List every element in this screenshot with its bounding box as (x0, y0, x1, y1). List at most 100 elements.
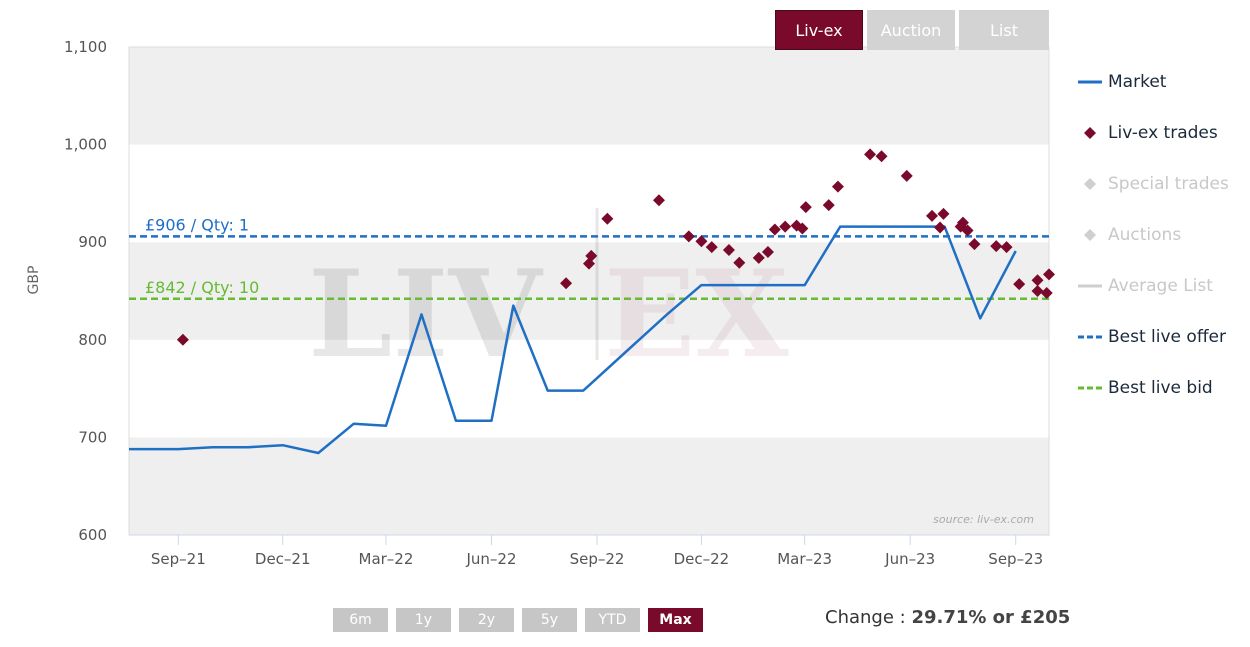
line-icon (1078, 79, 1102, 85)
legend-label: Special trades (1108, 173, 1229, 194)
watermark-right: EX (604, 244, 789, 385)
legend-label: Liv-ex trades (1108, 122, 1218, 143)
y-tick-label: 800 (78, 331, 107, 349)
range-button-6m[interactable]: 6m (333, 608, 388, 632)
x-axis: Sep–21 Dec–21 Mar–22 Jun–22 Sep–22 Dec–22 Mar–… (129, 534, 1049, 568)
tab-list[interactable]: List (959, 10, 1049, 50)
x-tick-label: Sep–21 (151, 550, 206, 568)
diamond-icon (1078, 126, 1102, 140)
change-prefix: Change : (825, 607, 912, 628)
y-axis-title: GBP (26, 266, 42, 295)
legend-item[interactable]: Best live offer (1078, 311, 1248, 362)
change-summary: Change : 29.71% or £205 (825, 607, 1070, 628)
series-layer (129, 148, 1055, 455)
trade-point (1043, 268, 1055, 281)
x-tick-label: Jun–22 (465, 550, 516, 568)
trade-point (937, 207, 950, 220)
legend-item[interactable]: Special trades (1078, 158, 1248, 209)
source-tabs: Liv-ex Auction List (775, 10, 1049, 50)
trade-point (768, 223, 781, 236)
trade-point (1031, 285, 1044, 297)
trade-point (831, 180, 844, 193)
trade-point (682, 230, 695, 243)
legend-label: Best live bid (1108, 377, 1213, 398)
trade-point (585, 249, 598, 262)
trade-point (1040, 286, 1053, 299)
y-tick-label: 1,100 (64, 38, 107, 56)
trade-point (761, 245, 774, 258)
y-tick-label: 700 (78, 428, 107, 446)
trade-point (990, 240, 1003, 253)
legend-item[interactable]: Liv-ex trades (1078, 107, 1248, 158)
source-label: source: liv-ex.com (933, 513, 1034, 526)
y-tick-label: 600 (78, 526, 107, 544)
range-button-max[interactable]: Max (648, 608, 703, 632)
range-button-1y[interactable]: 1y (396, 608, 451, 632)
trade-point (875, 150, 888, 163)
x-tick-label: Jun–23 (884, 550, 935, 568)
diamond-icon (1078, 177, 1102, 191)
trade-point (864, 148, 877, 161)
ref-line-label: £906 / Qty: 1 (145, 215, 249, 234)
trade-point (601, 212, 614, 225)
trade-point (1000, 241, 1013, 254)
plot-band (129, 47, 1049, 145)
y-axis-labels: 600 700 800 900 1,000 1,100 (64, 38, 107, 544)
trade-point (799, 201, 812, 214)
trade-point (652, 194, 665, 207)
watermark-left: LIV (308, 244, 544, 385)
range-button-ytd[interactable]: YTD (585, 608, 640, 632)
watermark: LIV EX (308, 208, 789, 385)
x-tick-label: Dec–22 (674, 550, 730, 568)
range-button-5y[interactable]: 5y (522, 608, 577, 632)
legend-label: Best live offer (1108, 326, 1226, 347)
plot-bands (128, 46, 1050, 536)
trade-point (796, 222, 809, 235)
chart-legend: Market Liv-ex trades Special trades Auction… (1078, 56, 1248, 413)
trade-point (560, 277, 573, 290)
range-button-2y[interactable]: 2y (459, 608, 514, 632)
trade-point (1031, 274, 1044, 287)
legend-label: Average List (1108, 275, 1213, 296)
legend-item[interactable]: Market (1078, 56, 1248, 107)
x-tick-label: Dec–21 (255, 550, 311, 568)
market-line (129, 225, 1017, 455)
dashed-line-icon (1078, 385, 1102, 391)
trade-point (968, 238, 981, 251)
trade-point (925, 209, 938, 222)
trade-point (752, 251, 765, 264)
legend-item[interactable]: Best live bid (1078, 362, 1248, 413)
trade-point (722, 244, 735, 257)
y-tick-label: 1,000 (64, 136, 107, 154)
range-selector: 6m 1y 2y 5y YTD Max (333, 608, 703, 632)
change-value: 29.71% or £205 (911, 607, 1071, 628)
ref-line-label: £842 / Qty: 10 (145, 278, 259, 297)
trade-point (1013, 278, 1026, 291)
trade-point (779, 220, 792, 233)
legend-label: Market (1108, 71, 1167, 92)
reference-lines: £906 / Qty: 1 £842 / Qty: 10 (129, 215, 1049, 301)
diamond-icon (1078, 228, 1102, 242)
x-tick-label: Mar–22 (359, 550, 414, 568)
trade-point (956, 216, 969, 229)
trade-point (733, 256, 746, 269)
tab-auction[interactable]: Auction (867, 10, 955, 50)
trade-point (705, 241, 718, 254)
trade-point (961, 224, 974, 237)
legend-item[interactable]: Auctions (1078, 209, 1248, 260)
plot-band (129, 339, 1049, 438)
dashed-line-icon (1078, 334, 1102, 340)
trade-point (934, 221, 947, 234)
legend-item[interactable]: Average List (1078, 260, 1248, 311)
y-tick-label: 900 (78, 233, 107, 251)
x-tick-label: Mar–23 (777, 550, 832, 568)
x-tick-label: Sep–23 (988, 550, 1043, 568)
plot-band (129, 437, 1049, 535)
tab-livex[interactable]: Liv-ex (775, 10, 863, 50)
legend-label: Auctions (1108, 224, 1182, 245)
trade-point (176, 333, 189, 346)
trade-point (822, 199, 835, 212)
trade-point (900, 169, 913, 182)
x-tick-label: Sep–22 (570, 550, 625, 568)
